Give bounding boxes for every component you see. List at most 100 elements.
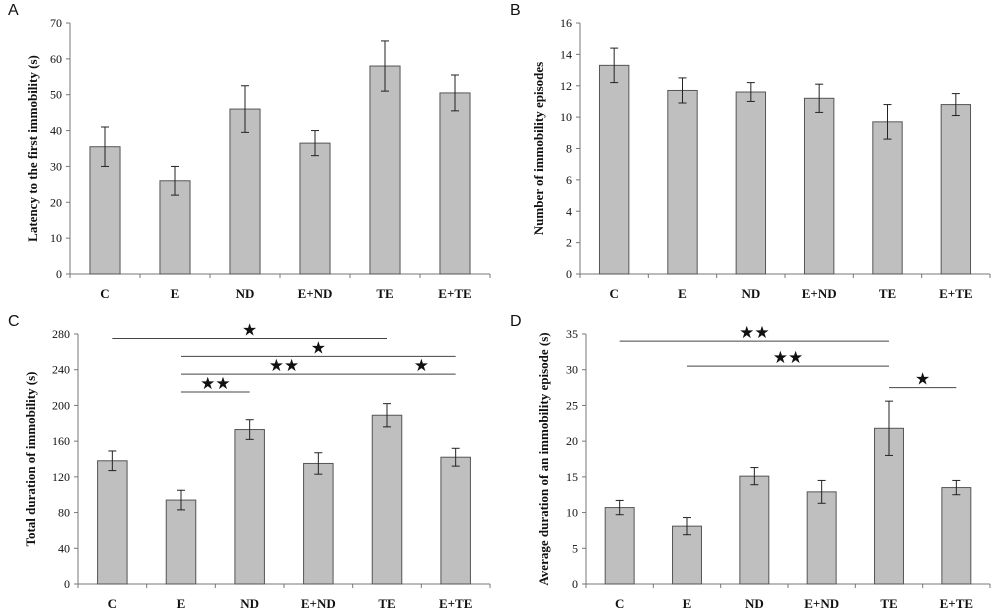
bar-e-nd — [806, 491, 837, 585]
y-tick-label: 15 — [566, 470, 578, 484]
y-tick-label: 5 — [572, 541, 578, 555]
category-label: ND — [741, 286, 760, 301]
bar-c — [598, 64, 630, 275]
y-tick-label: 70 — [50, 16, 62, 30]
y-tick-label: 10 — [560, 110, 572, 124]
chart-panel-a: A 0 10 20 30 40 50 60 70 Latency to the first imm… — [8, 2, 491, 301]
bar-e-nd — [803, 97, 835, 275]
y-tick-label: 0 — [566, 267, 572, 281]
y-tick-label: 10 — [50, 231, 62, 245]
y-tick-label: 240 — [52, 363, 70, 377]
y-tick-label: 8 — [566, 142, 572, 156]
y-tick-label: 35 — [566, 327, 578, 341]
y-tick-label: 40 — [50, 124, 62, 138]
bar-nd — [229, 108, 261, 275]
significance-marker: ★★ — [269, 356, 299, 376]
y-tick-label: 0 — [64, 577, 70, 591]
panel-letter: A — [8, 2, 19, 19]
bar-nd — [739, 475, 770, 585]
bar-e-nd — [303, 462, 334, 585]
significance-marker: ★ — [242, 320, 257, 340]
y-tick-label: 10 — [566, 506, 578, 520]
category-label: ND — [745, 596, 764, 611]
chart-panel-d: D 0 5 10 15 20 25 30 35 Average duration of an im… — [510, 313, 991, 611]
category-label: TE — [376, 286, 393, 301]
chart-panel-b: B 0 2 4 6 8 10 12 14 16 Number of immobility episo… — [510, 2, 991, 301]
y-axis-label: Number of immobility episodes — [531, 62, 546, 235]
y-tick-label: 160 — [52, 434, 70, 448]
bar-e-nd — [299, 142, 331, 275]
category-label: E+ND — [804, 596, 839, 611]
y-tick-label: 30 — [50, 159, 62, 173]
category-label: C — [100, 286, 109, 301]
y-tick-label: 25 — [566, 398, 578, 412]
y-tick-label: 4 — [566, 204, 572, 218]
bar-e — [165, 499, 197, 585]
bar-nd — [234, 429, 265, 585]
y-tick-label: 12 — [560, 79, 572, 93]
category-label: TE — [378, 596, 395, 611]
category-label: E — [683, 596, 692, 611]
y-tick-label: 0 — [572, 577, 578, 591]
bar-e — [667, 89, 698, 275]
y-tick-label: 16 — [560, 16, 572, 30]
significance-marker: ★★ — [200, 374, 230, 394]
significance-marker: ★ — [915, 370, 930, 390]
bar-e-te — [439, 92, 471, 275]
category-label: ND — [240, 596, 259, 611]
y-tick-label: 80 — [58, 506, 70, 520]
y-tick-label: 280 — [52, 327, 70, 341]
category-label: C — [615, 596, 624, 611]
category-label: E — [177, 596, 186, 611]
category-label: C — [609, 286, 618, 301]
y-tick-label: 40 — [58, 541, 70, 555]
y-axis-label: Latency to the first immobility (s) — [25, 55, 40, 242]
y-axis-label: Average duration of an immobility episod… — [536, 332, 551, 585]
y-axis-label: Total duration of immobility (s) — [23, 371, 38, 546]
y-tick-label: 14 — [560, 47, 572, 61]
bar-c — [97, 460, 128, 585]
y-tick-label: 30 — [566, 363, 578, 377]
category-label: TE — [880, 596, 897, 611]
category-label: ND — [236, 286, 255, 301]
category-label: E+ND — [298, 286, 333, 301]
y-tick-label: 50 — [50, 88, 62, 102]
y-tick-label: 120 — [52, 470, 70, 484]
category-label: TE — [879, 286, 896, 301]
significance-marker: ★ — [311, 338, 326, 358]
panel-letter: B — [510, 2, 521, 19]
significance-marker: ★★ — [739, 323, 769, 343]
bar-te — [369, 65, 401, 275]
y-tick-label: 60 — [50, 52, 62, 66]
category-label: E+TE — [940, 596, 973, 611]
category-label: E+TE — [439, 596, 472, 611]
category-label: E+TE — [438, 286, 471, 301]
bar-c — [89, 146, 121, 275]
bar-e — [159, 180, 191, 275]
category-label: C — [108, 596, 117, 611]
y-tick-label: 20 — [50, 195, 62, 209]
category-label: E+TE — [939, 286, 972, 301]
y-tick-label: 0 — [56, 267, 62, 281]
y-tick-label: 2 — [566, 236, 572, 250]
bar-nd — [735, 91, 767, 275]
significance-marker: ★★ — [773, 348, 803, 368]
bar-te — [872, 121, 903, 275]
category-label: E — [171, 286, 180, 301]
category-label: E — [678, 286, 687, 301]
y-tick-label: 6 — [566, 173, 572, 187]
panel-letter: D — [510, 313, 522, 330]
significance-marker: ★ — [414, 356, 429, 376]
y-tick-label: 20 — [566, 434, 578, 448]
category-label: E+ND — [301, 596, 336, 611]
bar-te — [371, 414, 403, 585]
bar-c — [604, 507, 635, 585]
bar-e-te — [440, 456, 471, 585]
category-label: E+ND — [802, 286, 837, 301]
chart-panel-c: C 0 40 80 120 160 200 240 280 Total duration of i… — [8, 313, 491, 611]
panel-letter: C — [8, 313, 20, 330]
y-tick-label: 200 — [52, 398, 70, 412]
bar-e-te — [940, 104, 972, 275]
bar-e-te — [941, 487, 972, 585]
